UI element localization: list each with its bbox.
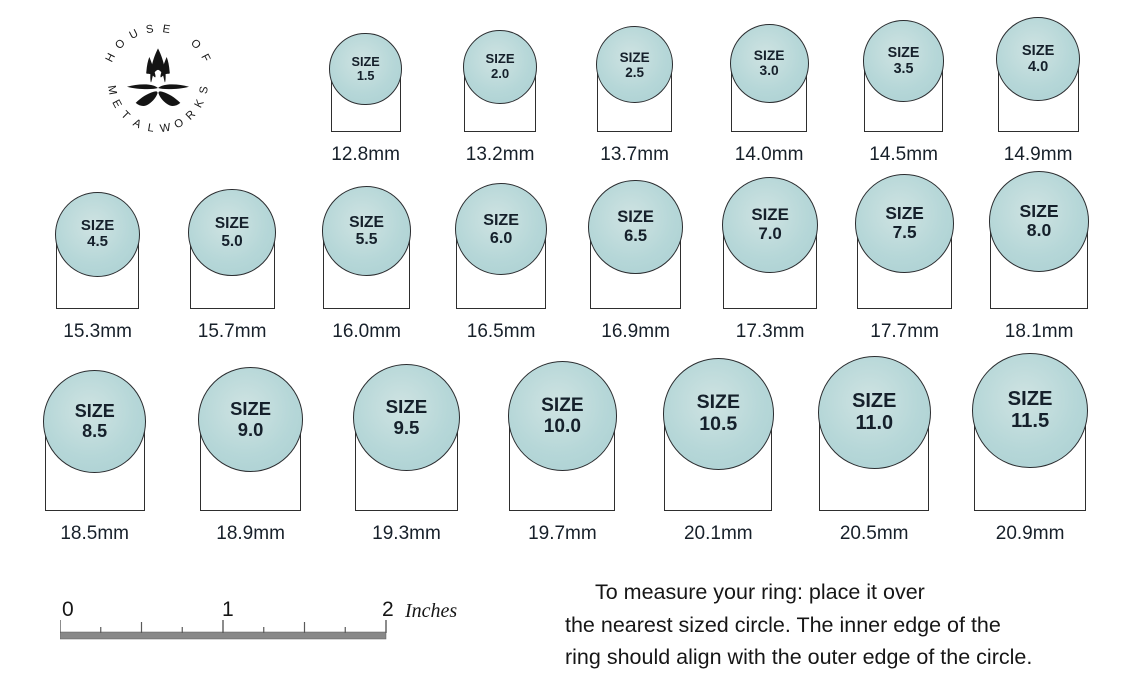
svg-text:O: O xyxy=(188,37,203,52)
svg-text:K: K xyxy=(193,97,207,110)
svg-text:S: S xyxy=(145,23,155,36)
svg-text:A: A xyxy=(131,117,144,131)
svg-text:O: O xyxy=(113,37,128,52)
svg-text:T: T xyxy=(118,109,131,122)
svg-text:E: E xyxy=(109,98,123,111)
svg-text:O: O xyxy=(172,117,185,132)
svg-text:S: S xyxy=(198,85,211,95)
svg-text:E: E xyxy=(162,23,172,36)
svg-text:M: M xyxy=(105,84,118,95)
svg-text:R: R xyxy=(184,108,198,122)
svg-text:W: W xyxy=(159,122,172,136)
svg-text:U: U xyxy=(128,28,141,42)
svg-text:L: L xyxy=(147,122,155,135)
svg-text:F: F xyxy=(198,52,212,64)
svg-text:H: H xyxy=(104,52,118,65)
